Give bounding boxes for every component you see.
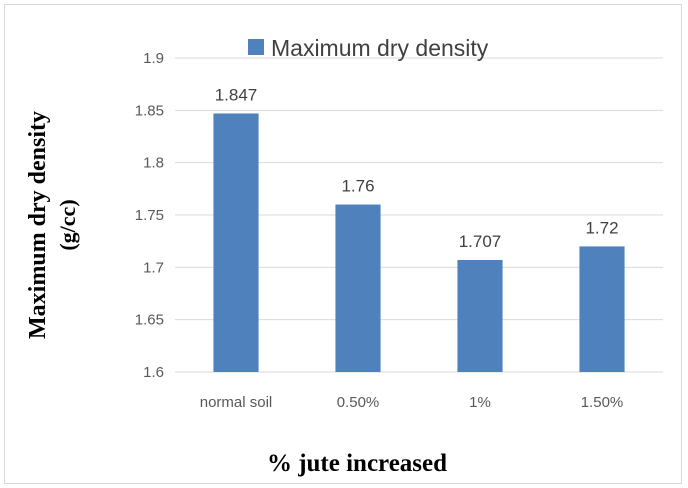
y-tick-label: 1.6	[143, 364, 164, 381]
data-labels: 1.847 1.76 1.707 1.72	[215, 85, 619, 251]
data-label: 1.707	[459, 232, 502, 251]
data-label: 1.72	[585, 218, 618, 237]
y-axis-title: Maximum dry density (g/cc)	[25, 111, 80, 339]
legend-swatch	[248, 39, 264, 55]
bar	[457, 260, 503, 372]
y-axis-title-line1: Maximum dry density	[25, 111, 51, 339]
y-tick-label: 1.7	[143, 259, 164, 276]
y-tick-label: 1.75	[135, 207, 164, 224]
bar	[335, 204, 381, 372]
x-tick-label: 1.50%	[581, 394, 624, 411]
bar	[213, 113, 259, 373]
legend: Maximum dry density	[248, 35, 489, 61]
bars	[213, 113, 625, 373]
x-axis-title: % jute increased	[267, 450, 447, 477]
legend-label: Maximum dry density	[271, 35, 489, 61]
data-label: 1.847	[215, 85, 258, 104]
bar	[579, 246, 625, 372]
chart-frame: 1.6 1.65 1.7 1.75 1.8 1.85 1.9 1.847 1.76 1.707 1…	[4, 4, 682, 484]
bar-chart: 1.61.651.71.751.81.851.9 1.8471.761.7071…	[25, 35, 663, 477]
y-tick-label: 1.85	[135, 102, 164, 119]
y-tick-label: 1.9	[143, 50, 164, 67]
y-tick-label: 1.65	[135, 312, 164, 329]
x-tick-label: 1%	[469, 394, 491, 411]
x-tick-labels: normal soil 0.50% 1% 1.50%	[200, 394, 624, 411]
y-tick-labels: 1.6 1.65 1.7 1.75 1.8 1.85 1.9	[135, 50, 164, 381]
x-tick-label: 0.50%	[337, 394, 380, 411]
x-tick-label: normal soil	[200, 394, 273, 411]
y-axis-title-line2: (g/cc)	[55, 199, 80, 250]
data-label: 1.76	[341, 177, 374, 196]
y-tick-label: 1.8	[143, 155, 164, 172]
